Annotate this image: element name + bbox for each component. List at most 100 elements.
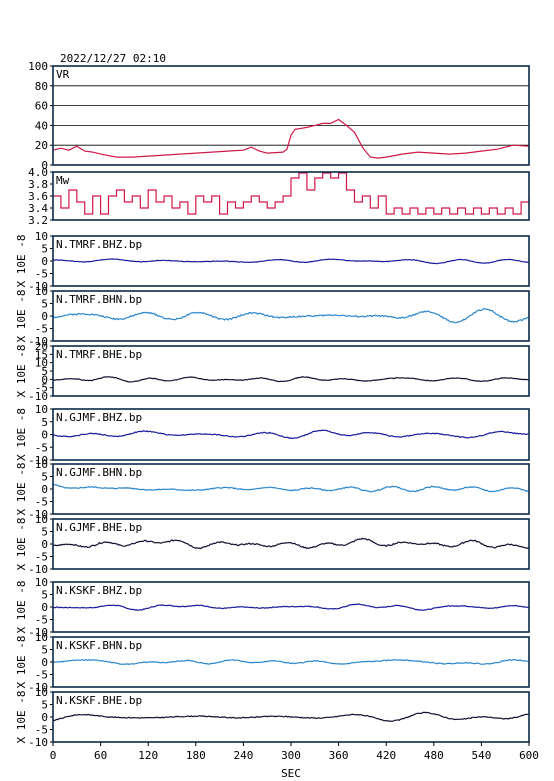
y-tick-label: 0: [41, 538, 48, 551]
y-tick-label: 0: [41, 483, 48, 496]
y-tick-label: -10: [28, 626, 48, 639]
y-tick-label: 0: [41, 429, 48, 442]
y-tick-label: -10: [28, 280, 48, 293]
y-axis-label: X 10E -8: [15, 581, 28, 634]
y-tick-label: 0: [41, 656, 48, 669]
x-tick-label: 480: [424, 749, 444, 762]
y-tick-label: 0: [41, 601, 48, 614]
y-tick-label: -5: [35, 496, 48, 509]
y-tick-label: 0: [41, 159, 48, 172]
y-tick-label: 10: [35, 686, 48, 699]
x-tick-label: 540: [471, 749, 491, 762]
panel-frame: [52, 290, 530, 342]
y-tick-label: 40: [35, 119, 48, 132]
y-tick-label: -10: [28, 454, 48, 467]
y-tick-label: 20: [35, 139, 48, 152]
panel-frame: [52, 171, 530, 221]
y-tick-label: -10: [28, 390, 48, 403]
y-tick-label: 3.8: [28, 178, 48, 191]
series-line: [52, 711, 530, 723]
panel-name: N.GJMF.BHE.bp: [56, 521, 142, 534]
x-tick-label: 600: [519, 749, 539, 762]
y-tick-label: 0: [41, 373, 48, 386]
y-tick-label: 3.2: [28, 214, 48, 227]
timestamp: 2022/12/27 02:10: [60, 52, 166, 65]
y-tick-label: 4.0: [28, 166, 48, 179]
x-axis: 0 60 120 180 240 300 360 420 480 540 600: [50, 742, 539, 762]
panel-name: N.KSKF.BHZ.bp: [56, 584, 142, 597]
y-axis-label: X 10E -8: [15, 290, 28, 343]
panel-mw: 3.23.43.63.84.0 Mw: [28, 166, 530, 227]
x-tick-label: 0: [50, 749, 57, 762]
panel-name: Mw: [56, 174, 70, 187]
series-line: [52, 258, 530, 265]
y-tick-label: 10: [35, 230, 48, 243]
series-line: [53, 172, 530, 215]
y-tick-label: 5: [41, 298, 48, 311]
series-line: [53, 376, 529, 383]
series-line: [52, 429, 530, 440]
x-tick-label: 300: [281, 749, 301, 762]
y-tick-label: 3.6: [28, 190, 48, 203]
panel-name: N.GJMF.BHZ.bp: [56, 411, 142, 424]
x-tick-label: 120: [138, 749, 158, 762]
y-tick-label: -10: [28, 736, 48, 749]
y-tick-label: 10: [35, 285, 48, 298]
y-tick-label: 100: [28, 60, 48, 73]
series-line: [52, 658, 530, 666]
y-tick-label: 5: [41, 471, 48, 484]
panel-frame: [52, 408, 530, 461]
y-tick-label: -5: [35, 268, 48, 281]
y-tick-label: 20: [35, 340, 48, 353]
series-line: [52, 307, 530, 324]
panel-frame: [52, 65, 530, 166]
panel-name: VR: [56, 68, 70, 81]
y-tick-label: 0: [41, 255, 48, 268]
panel-frame: [52, 636, 530, 688]
y-axis-label: X 10E -8: [15, 636, 28, 689]
y-tick-label: -5: [35, 323, 48, 336]
x-tick-label: 420: [376, 749, 396, 762]
y-tick-label: 5: [41, 589, 48, 602]
y-tick-label: 5: [41, 526, 48, 539]
y-tick-label: -10: [28, 508, 48, 521]
y-axis-label: X 10E -8: [15, 345, 28, 398]
y-tick-label: 10: [35, 357, 48, 370]
x-tick-label: 180: [186, 749, 206, 762]
y-axis-label: X 10E -8: [15, 408, 28, 461]
y-axis-label: X 10E -8: [15, 518, 28, 571]
series-line: [52, 483, 530, 493]
y-tick-label: 5: [41, 644, 48, 657]
x-tick-label: 60: [94, 749, 107, 762]
series-line: [52, 537, 530, 550]
y-tick-label: 5: [41, 416, 48, 429]
panel-name: N.TMRF.BHZ.bp: [56, 238, 142, 251]
y-tick-label: 10: [35, 458, 48, 471]
y-tick-label: -10: [28, 681, 48, 694]
y-tick-label: -10: [28, 563, 48, 576]
panel-frame: [52, 581, 530, 633]
series-line: [52, 603, 530, 612]
y-tick-label: 0: [41, 310, 48, 323]
y-tick-label: 5: [41, 243, 48, 256]
panel-name: N.KSKF.BHE.bp: [56, 694, 142, 707]
y-tick-label: -5: [35, 551, 48, 564]
y-tick-label: 10: [35, 576, 48, 589]
y-tick-label: -10: [28, 335, 48, 348]
x-tick-label: 240: [233, 749, 253, 762]
y-axis-label: X 10E -8: [15, 691, 28, 744]
y-tick-label: -5: [35, 669, 48, 682]
panel-frame: [52, 235, 530, 287]
panel-name: N.GJMF.BHN.bp: [56, 466, 142, 479]
y-axis-label: X 10E -8: [15, 235, 28, 288]
